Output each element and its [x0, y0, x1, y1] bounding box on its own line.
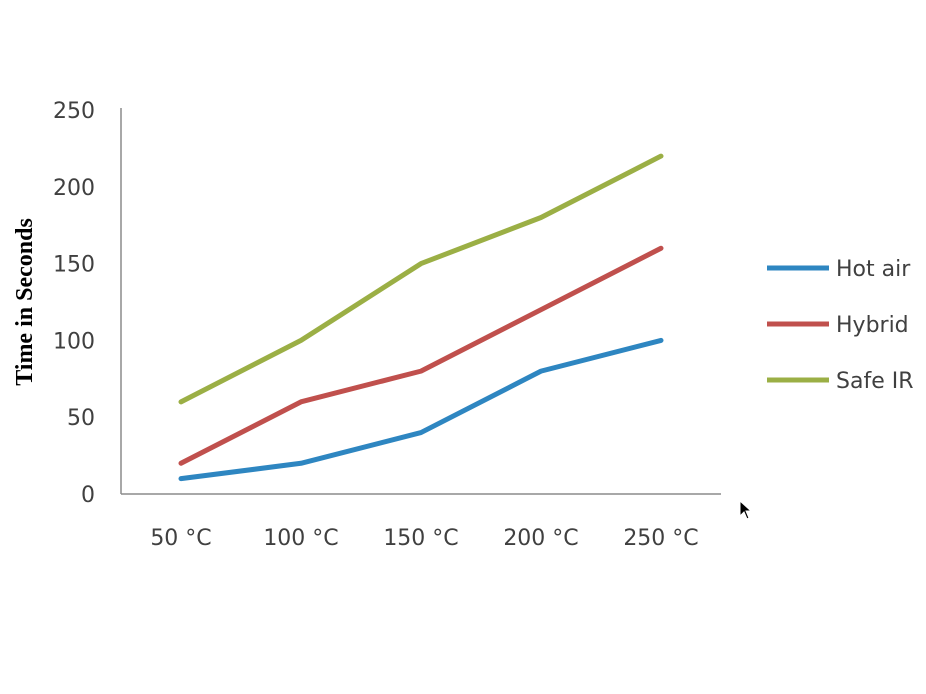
y-tick-label: 200: [53, 176, 95, 201]
x-tick-label: 250 °C: [623, 526, 698, 551]
x-tick-label: 50 °C: [150, 526, 211, 551]
series-line-hybrid: [178, 245, 664, 466]
x-tick-labels: 50 °C 100 °C 150 °C 200 °C 250 °C: [150, 526, 698, 551]
series-line-safe-ir: [178, 153, 664, 405]
mouse-pointer-icon: [739, 500, 753, 520]
y-tick-label: 150: [53, 253, 95, 278]
legend-label-hot-air: Hot air: [836, 257, 911, 282]
series-line-hot-air: [178, 337, 664, 482]
legend-label-safe-ir: Safe IR: [836, 369, 914, 394]
y-tick-label: 100: [53, 329, 95, 354]
y-tick-label: 0: [81, 483, 95, 508]
x-tick-label: 200 °C: [503, 526, 578, 551]
legend-label-hybrid: Hybrid: [836, 313, 909, 338]
axes: [120, 108, 721, 495]
y-tick-label: 50: [67, 406, 95, 431]
y-tick-label: 250: [53, 99, 95, 124]
x-tick-label: 100 °C: [263, 526, 338, 551]
legend: Hot air Hybrid Safe IR: [767, 257, 914, 394]
x-tick-label: 150 °C: [383, 526, 458, 551]
y-tick-labels: 0 50 100 150 200 250: [53, 99, 95, 508]
y-axis-label: Time in Seconds: [12, 218, 38, 386]
series-lines: [178, 153, 664, 482]
